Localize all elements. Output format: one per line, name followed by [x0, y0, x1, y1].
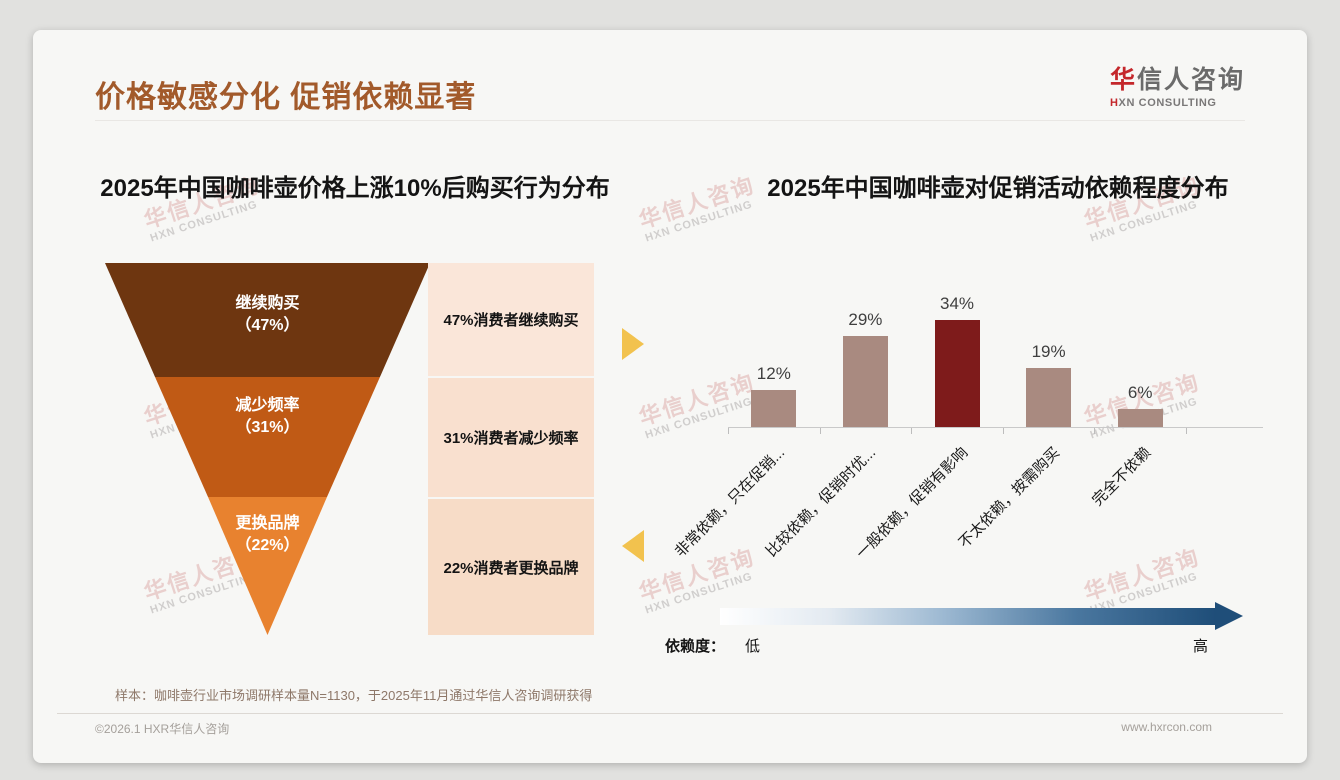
axis-tick — [728, 428, 729, 434]
watermark-en: HXN CONSULTING — [1088, 198, 1200, 245]
footer-copyright: ©2026.1 HXR华信人咨询 — [95, 722, 230, 736]
bar — [1026, 368, 1072, 428]
funnel-annotations: 47%消费者继续购买 31%消费者减少频率 22%消费者更换品牌 — [428, 263, 594, 635]
x-axis — [728, 427, 1263, 428]
axis-tick — [1094, 428, 1095, 434]
axis-tick — [1003, 428, 1004, 434]
funnel-stage: 减少频率 （31%） — [155, 377, 380, 497]
watermark-en: HXN CONSULTING — [643, 198, 755, 245]
category-label: 一般依赖，促销有影响 — [853, 444, 972, 563]
funnel-stage-label: 减少频率 — [235, 397, 300, 414]
funnel-chart: 继续购买 （47%） 减少频率 （31%） 更换品牌 （22%） — [105, 263, 430, 635]
bar — [751, 390, 797, 428]
page-title: 价格敏感分化 促销依赖显著 — [95, 81, 477, 114]
funnel-stage: 继续购买 （47%） — [105, 263, 430, 377]
arrow-head-icon — [1215, 602, 1243, 630]
bar — [842, 336, 888, 428]
bar-chart-plot: 12% 29% 34% 19% 6% — [728, 270, 1187, 434]
axis-tick — [1186, 428, 1187, 434]
company-logo: 华信人咨询 HXN CONSULTING — [1110, 60, 1245, 109]
footer-website: www.hxrcon.com — [1121, 720, 1212, 734]
logo-cn-text: 华信人咨询 — [1110, 60, 1245, 96]
axis-tick — [911, 428, 912, 434]
watermark-en: HXN CONSULTING — [148, 198, 260, 245]
bar-value-label: 12% — [756, 364, 791, 383]
bar — [934, 320, 980, 428]
bar-value-label: 19% — [1031, 342, 1066, 361]
arrow-right-icon — [622, 328, 644, 360]
funnel-annotation: 47%消费者继续购买 — [428, 263, 594, 376]
dependency-gradient-arrow — [720, 608, 1215, 625]
category-labels: 非常依赖，只在促销... 比较依赖，促销时优... 一般依赖，促销有影响 不太依赖，按… — [672, 442, 1186, 592]
funnel-stage: 更换品牌 （22%） — [208, 497, 327, 635]
bar-value-label: 29% — [848, 310, 883, 329]
funnel-annotation: 22%消费者更换品牌 — [428, 499, 594, 635]
funnel-stage-value: （22%） — [235, 537, 300, 554]
category-label: 比较依赖，促销时优... — [763, 444, 880, 561]
sample-note: 样本：咖啡壶行业市场调研样本量N=1130，于2025年11月通过华信人咨询调研… — [115, 688, 593, 703]
funnel-chart-title: 2025年中国咖啡壶价格上涨10%后购买行为分布 — [100, 175, 610, 202]
funnel-stage-label: 更换品牌 — [235, 515, 300, 532]
axis-tick — [820, 428, 821, 434]
category-label: 非常依赖，只在促销... — [671, 444, 788, 561]
logo-en-rest: XN CONSULTING — [1118, 97, 1217, 109]
dependency-legend-label: 依赖度： — [665, 638, 726, 655]
logo-cn-accent: 华 — [1109, 66, 1137, 94]
category-label: 不太依赖，按需购买 — [955, 444, 1063, 552]
title-divider — [95, 120, 1245, 121]
arrow-left-icon — [622, 530, 644, 562]
logo-en-text: HXN CONSULTING — [1110, 97, 1245, 109]
category-label: 完全不依赖 — [1089, 444, 1155, 510]
dependency-high-label: 高 — [1193, 638, 1209, 655]
bar-value-label: 6% — [1127, 383, 1153, 402]
dependency-low-label: 低 — [745, 638, 761, 655]
bar-chart-title: 2025年中国咖啡壶对促销活动依赖程度分布 — [767, 175, 1229, 202]
slide-card: 价格敏感分化 促销依赖显著 华信人咨询 HXN CONSULTING 2025年… — [33, 30, 1307, 763]
funnel-stage-value: （31%） — [235, 419, 300, 436]
bar — [1117, 409, 1163, 428]
bar-value-label: 34% — [939, 294, 975, 313]
footer-divider — [57, 713, 1283, 714]
logo-cn-rest: 信人咨询 — [1136, 66, 1245, 94]
funnel-stage-label: 继续购买 — [235, 295, 300, 312]
funnel-annotation: 31%消费者减少频率 — [428, 378, 594, 497]
funnel-stage-value: （47%） — [235, 317, 300, 334]
logo-en-accent: H — [1109, 97, 1119, 109]
